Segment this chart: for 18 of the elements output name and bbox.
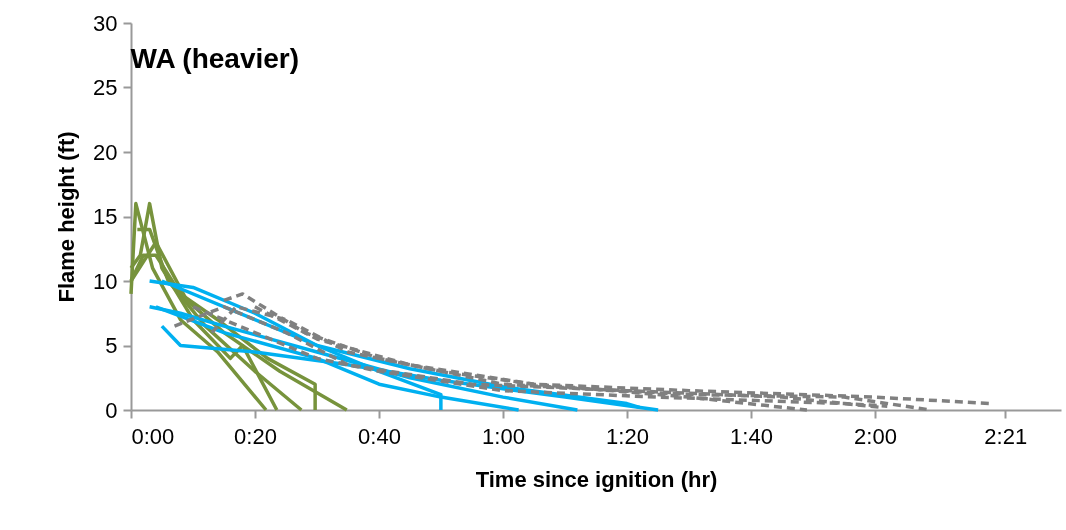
- x-tick-label: 0:00: [131, 423, 175, 449]
- x-axis-title: Time since ignition (hr): [475, 466, 718, 492]
- x-tick-label: 2:21: [984, 423, 1028, 449]
- y-tick-label: 25: [93, 75, 118, 100]
- y-tick-label: 30: [93, 10, 118, 36]
- x-tick-label: 2:00: [854, 423, 897, 449]
- y-tick-label: 0: [105, 397, 118, 423]
- x-tick-label: 1:40: [730, 423, 773, 449]
- x-tick-label: 1:00: [482, 423, 525, 449]
- x-tick-label: 0:20: [234, 423, 277, 449]
- y-tick-label: 15: [93, 204, 118, 229]
- y-tick-label: 20: [93, 139, 118, 165]
- y-tick-label: 10: [93, 268, 118, 294]
- x-tick-label: 1:20: [606, 423, 649, 449]
- y-tick-label: 5: [105, 333, 118, 358]
- x-tick-label: 0:40: [358, 423, 401, 449]
- text: WA (heavier): [130, 43, 300, 74]
- y-axis-title: Flame height (ft): [54, 131, 80, 303]
